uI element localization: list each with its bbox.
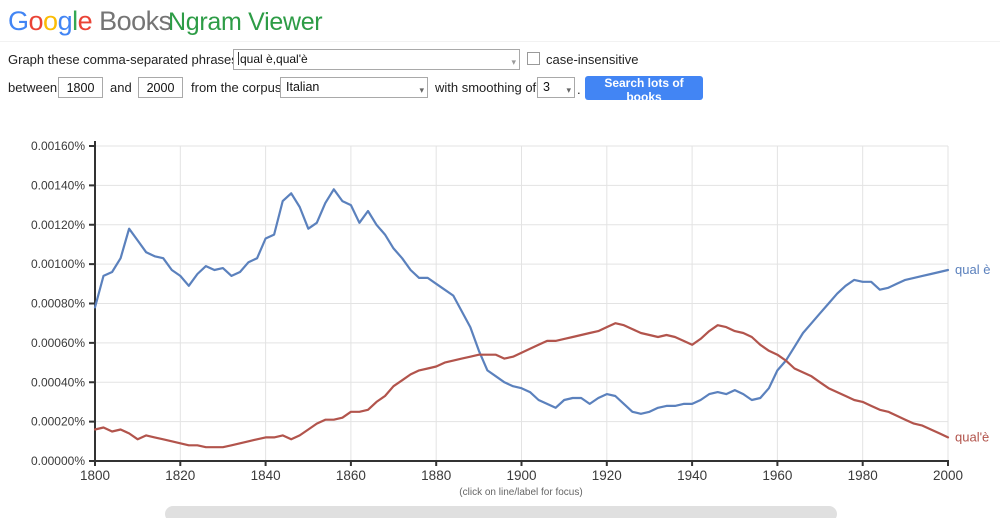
corpus-label: from the corpus <box>191 80 282 95</box>
svg-text:1840: 1840 <box>251 468 281 483</box>
svg-text:1920: 1920 <box>592 468 622 483</box>
svg-text:1940: 1940 <box>677 468 707 483</box>
corpus-value: Italian <box>286 80 320 94</box>
svg-text:0.00020%: 0.00020% <box>31 415 85 429</box>
and-label: and <box>110 80 132 95</box>
svg-text:1800: 1800 <box>80 468 110 483</box>
header: Google Books Ngram Viewer <box>0 0 1000 42</box>
books-label: Books <box>99 6 172 36</box>
axis-tick-labels: 1800 1820 1840 1860 1880 1900 1920 1940 1960 1980… <box>31 139 963 483</box>
period-label: . <box>577 82 581 97</box>
bottom-cropped-bar <box>165 506 837 518</box>
axes <box>89 141 949 466</box>
smoothing-value: 3 <box>543 80 550 94</box>
svg-text:0.00160%: 0.00160% <box>31 139 85 153</box>
svg-text:0.00120%: 0.00120% <box>31 218 85 232</box>
svg-text:0.00040%: 0.00040% <box>31 375 85 389</box>
start-year-input[interactable] <box>58 77 103 98</box>
google-books-logo[interactable]: Google Books <box>8 6 172 37</box>
svg-text:1820: 1820 <box>165 468 195 483</box>
case-insensitive-label: case-insensitive <box>546 52 639 67</box>
between-label: between <box>8 80 58 95</box>
svg-text:2000: 2000 <box>933 468 963 483</box>
text-caret <box>238 52 239 65</box>
corpus-select[interactable]: Italian ▾ <box>280 77 428 98</box>
svg-text:0.00000%: 0.00000% <box>31 454 85 468</box>
svg-text:1860: 1860 <box>336 468 366 483</box>
search-button[interactable]: Search lots of books <box>585 76 703 104</box>
svg-text:1960: 1960 <box>762 468 792 483</box>
page-title: Ngram Viewer <box>168 8 323 36</box>
phrases-value: qual è,qual'è <box>240 52 308 66</box>
smoothing-label: with smoothing of <box>435 80 537 95</box>
series-line-1[interactable] <box>93 188 950 415</box>
svg-text:1880: 1880 <box>421 468 451 483</box>
phrases-label: Graph these comma-separated phrases: <box>8 52 242 67</box>
svg-text:0.00060%: 0.00060% <box>31 336 85 350</box>
svg-text:1980: 1980 <box>848 468 878 483</box>
svg-text:0.00100%: 0.00100% <box>31 257 85 271</box>
series-label-2[interactable]: qual'è <box>955 429 989 444</box>
chart-footnote: (click on line/label for focus) <box>459 487 583 498</box>
chevron-down-icon: ▾ <box>566 85 571 95</box>
chevron-down-icon: ▾ <box>419 85 424 95</box>
google-logo: Google <box>8 6 93 36</box>
gridlines <box>95 145 949 461</box>
svg-text:0.00140%: 0.00140% <box>31 178 85 192</box>
svg-text:0.00080%: 0.00080% <box>31 297 85 311</box>
smoothing-select[interactable]: 3 ▾ <box>537 77 575 98</box>
series-line-2[interactable] <box>93 322 950 449</box>
svg-text:1900: 1900 <box>506 468 536 483</box>
chevron-down-icon[interactable]: ▾ <box>511 57 516 67</box>
end-year-input[interactable] <box>138 77 183 98</box>
phrases-input[interactable]: qual è,qual'è ▾ <box>233 49 520 70</box>
case-insensitive-checkbox[interactable] <box>527 52 540 65</box>
series-label-1[interactable]: qual è <box>955 262 990 277</box>
